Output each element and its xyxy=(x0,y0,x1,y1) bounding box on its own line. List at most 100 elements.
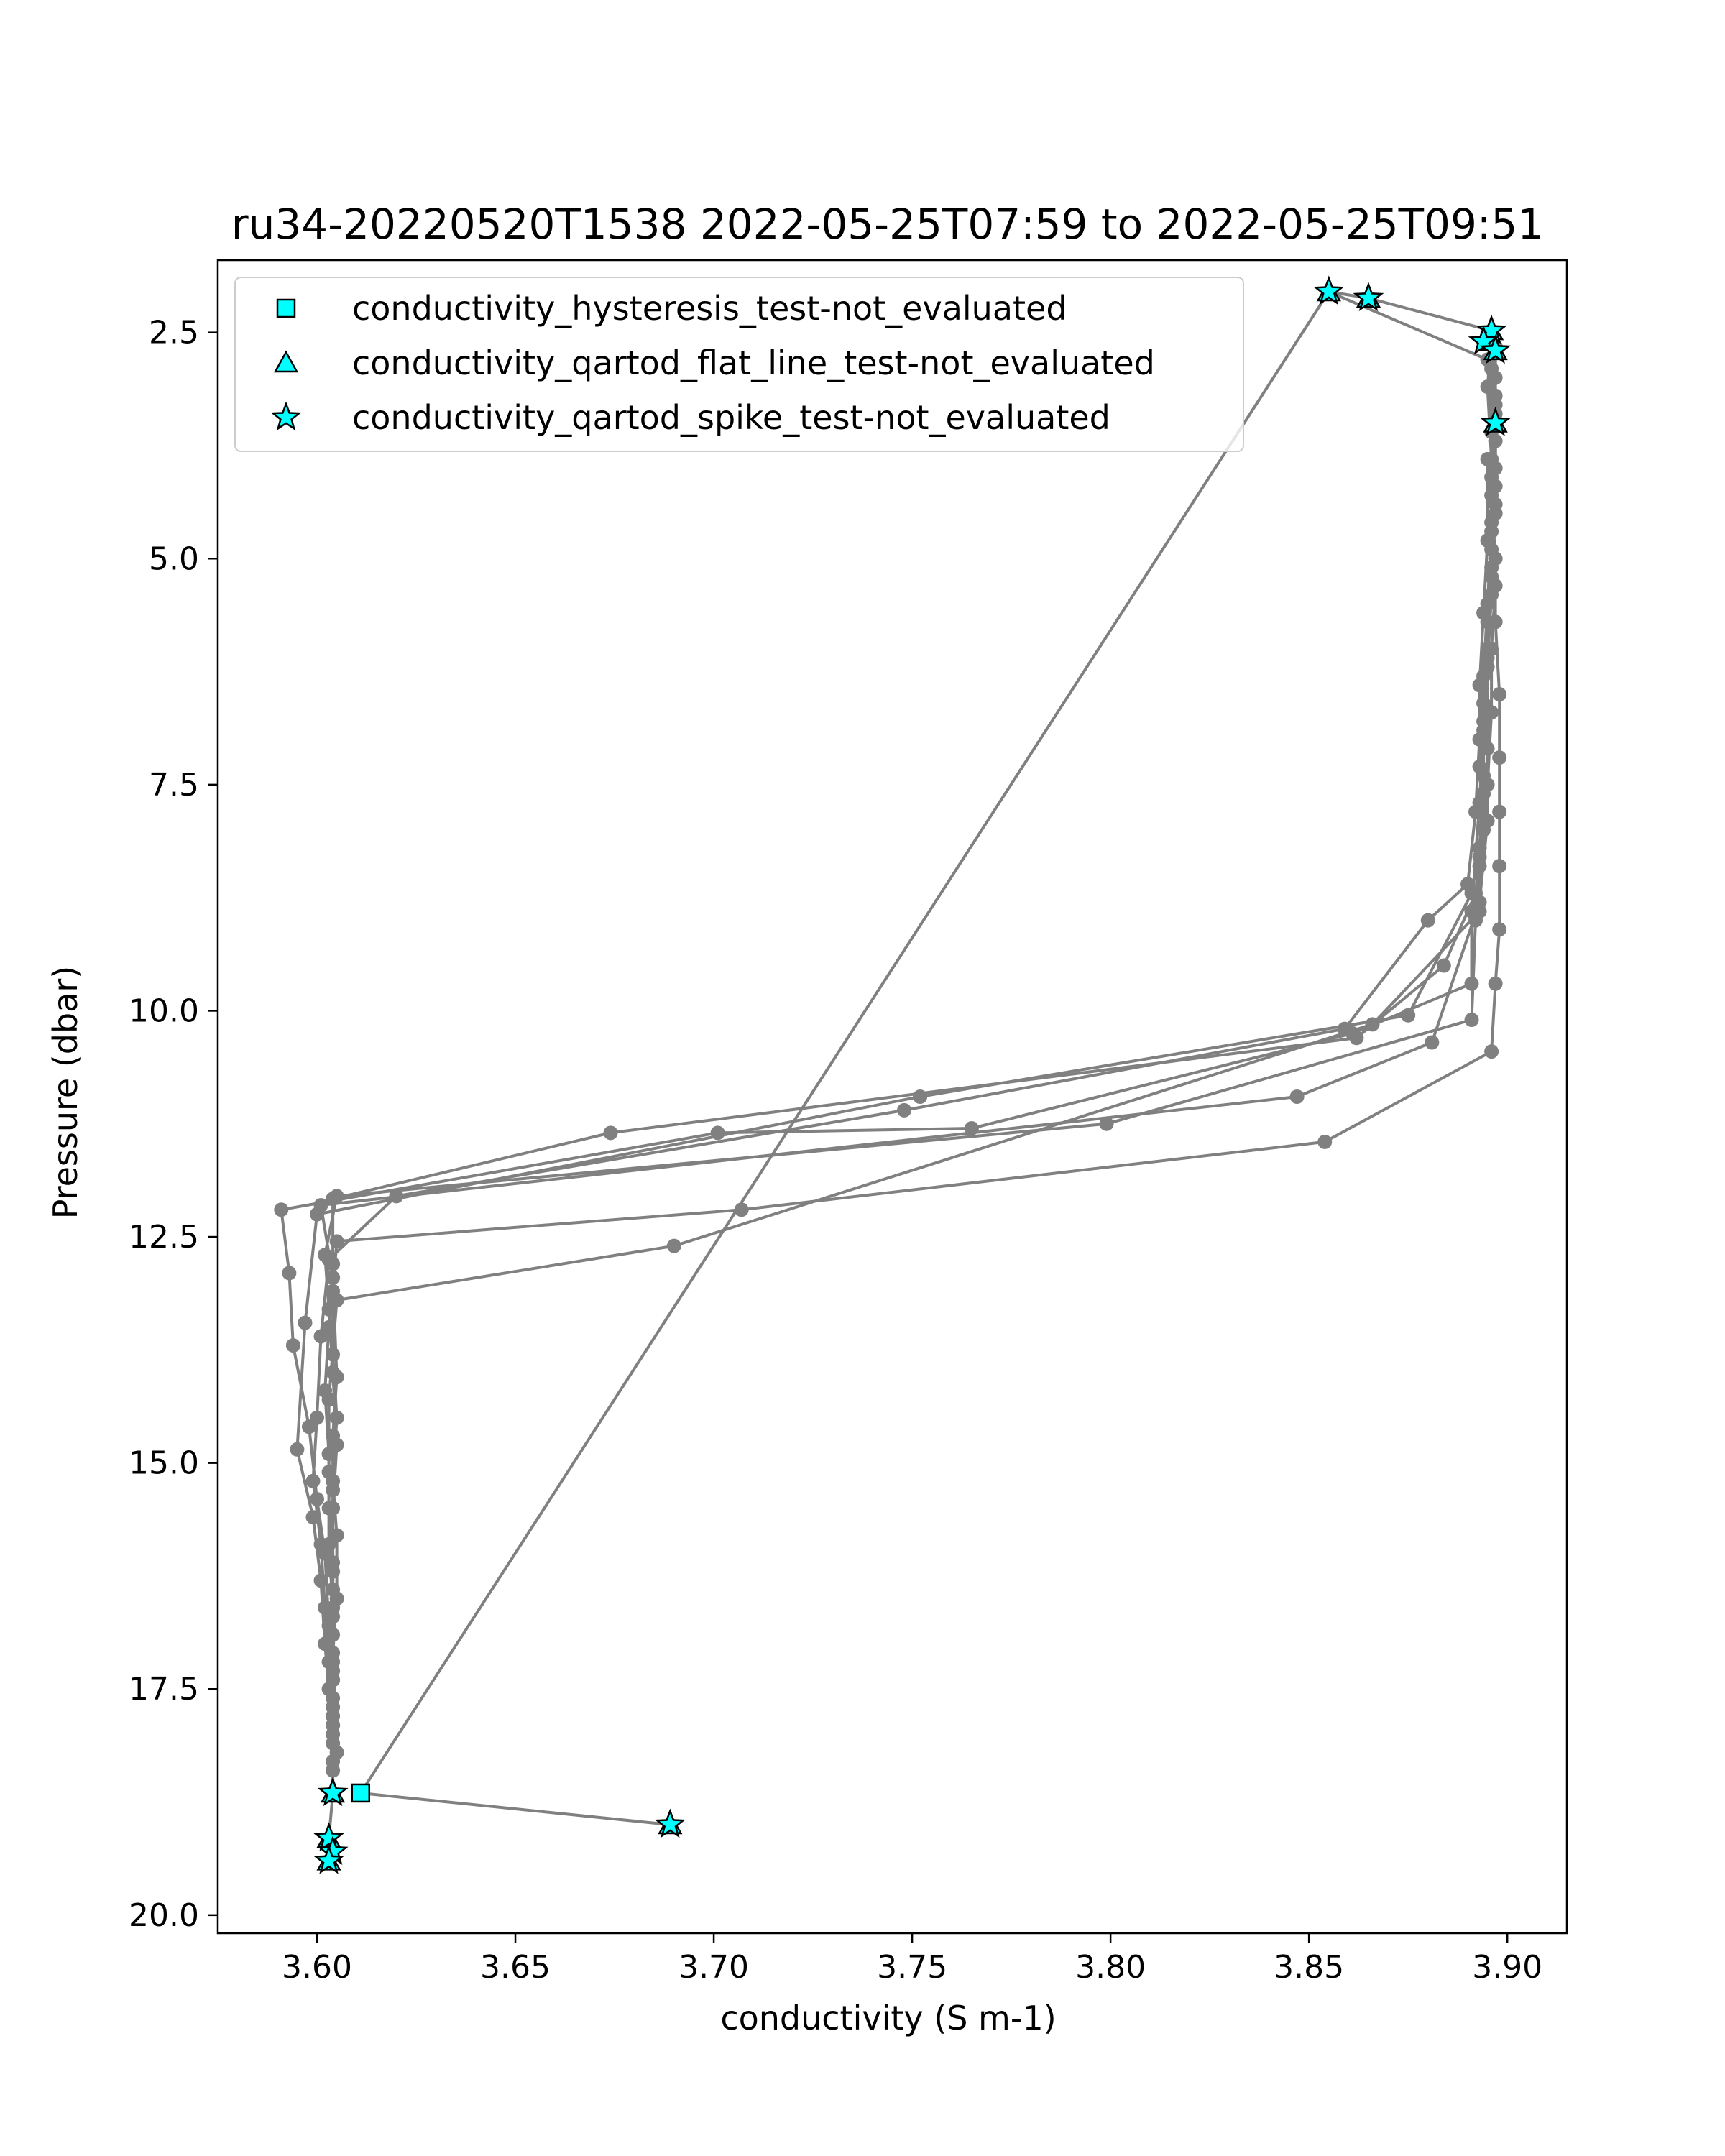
x-tick-label: 3.65 xyxy=(480,1949,551,1986)
data-point xyxy=(1484,361,1499,377)
data-point xyxy=(1492,750,1507,765)
data-point xyxy=(326,1270,341,1285)
hysteresis-flag-marker xyxy=(351,1783,370,1803)
flag-group-3 xyxy=(313,275,1512,1874)
data-point xyxy=(1472,759,1487,774)
legend-label: conductivity_qartod_flat_line_test-not_e… xyxy=(352,344,1155,382)
data-point xyxy=(1099,1116,1114,1131)
y-tick-label: 2.5 xyxy=(149,315,199,351)
y-tick-label: 17.5 xyxy=(129,1671,199,1708)
data-point xyxy=(1420,913,1435,928)
x-tick-label: 3.80 xyxy=(1075,1949,1146,1986)
data-point xyxy=(734,1202,749,1217)
data-point xyxy=(1436,958,1451,973)
series-8 xyxy=(321,451,1495,1687)
data-point xyxy=(313,1198,328,1213)
data-point xyxy=(285,1338,300,1353)
data-point xyxy=(313,1329,328,1344)
data-point xyxy=(298,1315,313,1330)
legend-label: conductivity_hysteresis_test-not_evaluat… xyxy=(352,289,1067,328)
legend-items: conductivity_hysteresis_test-not_evaluat… xyxy=(270,289,1155,437)
data-point xyxy=(1289,1089,1305,1104)
data-point xyxy=(1492,922,1507,937)
y-axis: 2.5 5.0 7.5 10.0 12.5 15.0 17.5 20.0 xyxy=(129,315,218,1934)
chart-title: ru34-20220520T1538 2022-05-25T07:59 to 2… xyxy=(231,200,1544,249)
data-point xyxy=(1472,678,1487,693)
y-tick-label: 7.5 xyxy=(149,767,199,803)
data-point xyxy=(305,1510,321,1525)
data-point xyxy=(1464,1013,1479,1028)
data-point xyxy=(666,1238,681,1253)
y-tick-label: 5.0 xyxy=(149,540,199,577)
data-point xyxy=(1484,1044,1499,1059)
legend-item: conductivity_hysteresis_test-not_evaluat… xyxy=(276,289,1067,328)
series-layer xyxy=(274,285,1507,1869)
data-point xyxy=(897,1102,912,1118)
spike-flag-marker xyxy=(317,1777,349,1807)
data-point xyxy=(1480,533,1495,548)
legend-item: conductivity_qartod_flat_line_test-not_e… xyxy=(273,344,1155,382)
legend-label: conductivity_qartod_spike_test-not_evalu… xyxy=(352,398,1110,437)
data-point xyxy=(1480,660,1495,675)
data-point xyxy=(1317,1134,1333,1149)
x-tick-label: 3.90 xyxy=(1472,1949,1542,1986)
legend-item: conductivity_qartod_spike_test-not_evalu… xyxy=(270,398,1110,437)
y-axis-label: Pressure (dbar) xyxy=(46,966,85,1219)
data-point xyxy=(326,1718,341,1733)
x-tick-label: 3.60 xyxy=(282,1949,352,1986)
spike-flag-marker xyxy=(1353,282,1384,312)
data-point xyxy=(329,1370,344,1385)
y-tick-label: 15.0 xyxy=(129,1445,199,1482)
y-tick-label: 12.5 xyxy=(129,1219,199,1256)
data-point xyxy=(301,1419,316,1434)
data-point xyxy=(1480,451,1495,466)
data-point xyxy=(329,1293,344,1308)
data-point xyxy=(1480,741,1495,756)
spike-flag-marker xyxy=(1480,406,1512,436)
x-axis-label: conductivity (S m-1) xyxy=(720,1999,1056,2037)
data-point xyxy=(1488,388,1503,403)
data-point xyxy=(329,1189,344,1204)
data-point xyxy=(274,1202,289,1217)
data-point xyxy=(1492,804,1507,819)
data-point xyxy=(1425,1035,1440,1050)
data-point xyxy=(1488,497,1503,512)
data-point xyxy=(321,1465,336,1480)
flags-layer xyxy=(313,275,1512,1874)
legend: conductivity_hysteresis_test-not_evaluat… xyxy=(234,277,1244,452)
spike-flag-marker xyxy=(270,401,302,431)
data-point xyxy=(1476,605,1491,620)
data-point xyxy=(603,1125,618,1141)
flat-line-flag-marker xyxy=(273,350,299,373)
spike-flag-marker xyxy=(1480,334,1512,364)
plot-area xyxy=(218,260,1567,1933)
y-tick-label: 10.0 xyxy=(129,992,199,1029)
spike-flag-marker xyxy=(1313,275,1345,305)
legend-box xyxy=(234,277,1244,452)
data-point xyxy=(313,1573,328,1588)
spike-flag-marker xyxy=(654,1808,686,1838)
data-point xyxy=(282,1266,297,1281)
hysteresis-flag-marker xyxy=(276,298,296,318)
x-axis: 3.60 3.65 3.70 3.75 3.80 3.85 3.90 xyxy=(282,1933,1542,1986)
data-point xyxy=(1365,1017,1380,1032)
data-point xyxy=(1492,687,1507,702)
data-point xyxy=(329,1234,344,1249)
data-point xyxy=(913,1089,928,1104)
x-tick-label: 3.70 xyxy=(678,1949,749,1986)
data-point xyxy=(1484,587,1499,602)
spike-flag-marker xyxy=(313,1822,344,1852)
data-point xyxy=(321,1537,336,1552)
data-point xyxy=(326,1672,341,1687)
data-point xyxy=(321,1392,336,1407)
x-tick-label: 3.75 xyxy=(877,1949,947,1986)
data-point xyxy=(1492,859,1507,874)
data-point xyxy=(710,1125,725,1141)
plot-frame xyxy=(216,259,1568,1935)
data-point xyxy=(1476,822,1491,837)
y-tick-label: 20.0 xyxy=(129,1897,199,1934)
data-point xyxy=(1488,976,1503,991)
data-point xyxy=(290,1442,305,1457)
flag-group-1 xyxy=(351,1783,370,1803)
